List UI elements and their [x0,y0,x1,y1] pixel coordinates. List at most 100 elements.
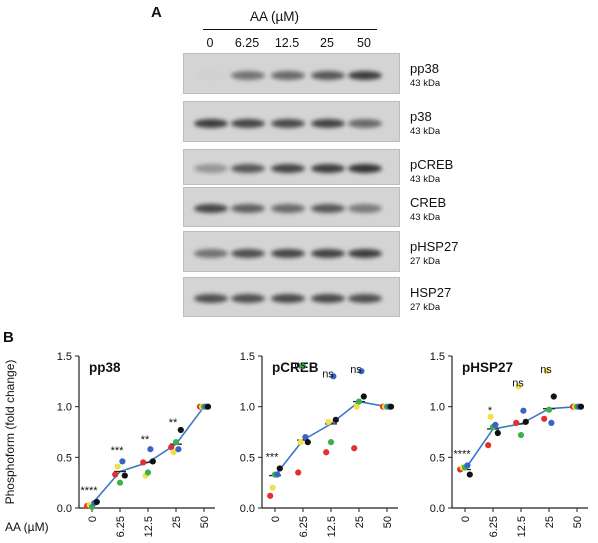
data-point [522,418,529,425]
chart-title: pHSP27 [462,360,513,375]
x-tick-label: 50 [199,516,211,528]
blot-kda-label: 27 kDa [410,302,441,313]
lane-label: 12.5 [274,36,300,50]
significance-label: *** [111,445,125,457]
data-point [543,368,550,375]
y-tick-label: 1.5 [430,351,445,363]
data-point [464,462,471,469]
blot-band [311,118,345,128]
y-tick-label: 1.0 [57,402,72,414]
data-point [168,444,175,451]
blot-kda-label: 43 kDa [410,126,441,137]
y-tick-label: 1.5 [57,351,72,363]
y-axis-label: Phosphoform (fold change) [3,360,17,505]
blot-strip-p38 [183,101,400,142]
blot-band [348,248,382,258]
blot-name-label: CREB [410,195,447,210]
data-point [114,463,121,470]
significance-label: **** [80,485,98,497]
y-tick-label: 1.0 [240,402,255,414]
blot-band [194,118,228,128]
data-point [492,421,499,429]
blot-band [194,294,228,303]
x-tick-label: 12.5 [326,516,338,537]
significance-label: * [488,405,493,417]
y-tick-label: 0.5 [240,452,255,464]
data-point [170,449,177,456]
data-point [116,479,124,486]
y-tick-label: 0.5 [430,452,445,464]
x-tick-label: 0 [270,516,282,522]
blot-band [348,294,382,303]
blot-band [271,118,305,128]
significance-label: *** [266,451,280,463]
blot-band [271,294,305,303]
data-point [520,407,527,414]
panel-a-letter: A [151,4,162,21]
blot-band [231,204,265,213]
blot-band [231,118,265,128]
blot-kda-label: 43 kDa [410,174,441,185]
lane-label: 50 [357,36,371,50]
blot-kda-label: 43 kDa [410,78,441,89]
data-point [276,465,283,472]
blot-name-label: HSP27 [410,285,452,300]
blot-name-label: p38 [410,109,432,124]
x-tick-label: 50 [382,516,394,528]
data-point [353,403,360,410]
x-tick-label: 0 [460,516,472,522]
blot-name-label: pCREB [410,157,454,172]
data-point [387,403,395,410]
data-point [295,469,302,476]
y-tick-label: 0.0 [430,503,445,515]
blot-strip-phsp27 [183,231,400,272]
blot-strip-hsp27 [183,277,400,317]
data-point [513,419,520,426]
significance-label: ns [350,364,362,376]
significance-label: ns [294,359,306,371]
data-point [175,446,182,453]
mean-trend-line [274,400,388,477]
blot-band [311,70,345,80]
lane-label: 25 [320,36,334,50]
data-point [204,403,212,410]
x-tick-label: 25 [354,516,366,528]
data-point [119,458,126,465]
blot-band [194,164,228,173]
blot-strip-pcreb [183,149,400,185]
data-point [172,439,180,446]
data-point [304,439,311,446]
data-point [360,393,367,400]
x-axis-label: AA (µM) [5,520,49,534]
blot-band [271,204,305,213]
data-point [517,431,525,439]
blot-band [348,204,382,213]
x-tick-label: 0 [87,516,99,522]
blot-band [311,164,345,173]
data-point [302,433,309,441]
y-tick-label: 0.0 [240,503,255,515]
blot-band [231,164,265,173]
blot-name-label: pHSP27 [410,239,459,254]
data-point [548,419,555,426]
chart-title: pCREB [272,360,319,375]
data-point [545,406,553,413]
data-point [485,442,492,449]
treatment-label: AA (µM) [250,9,300,24]
chart-title: pp38 [89,360,121,375]
blot-band [271,248,305,258]
x-tick-label: 6.25 [488,516,500,537]
x-tick-label: 6.25 [115,516,127,537]
significance-label: ns [540,364,552,376]
data-point [297,439,304,446]
data-point [494,429,501,437]
data-point [121,472,128,479]
blot-band [231,294,265,303]
data-point [267,492,274,499]
panel-b-letter: B [3,329,14,346]
data-point [144,469,152,476]
x-tick-label: 12.5 [143,516,155,537]
lane-label: 6.25 [234,36,260,50]
data-point [112,471,119,478]
